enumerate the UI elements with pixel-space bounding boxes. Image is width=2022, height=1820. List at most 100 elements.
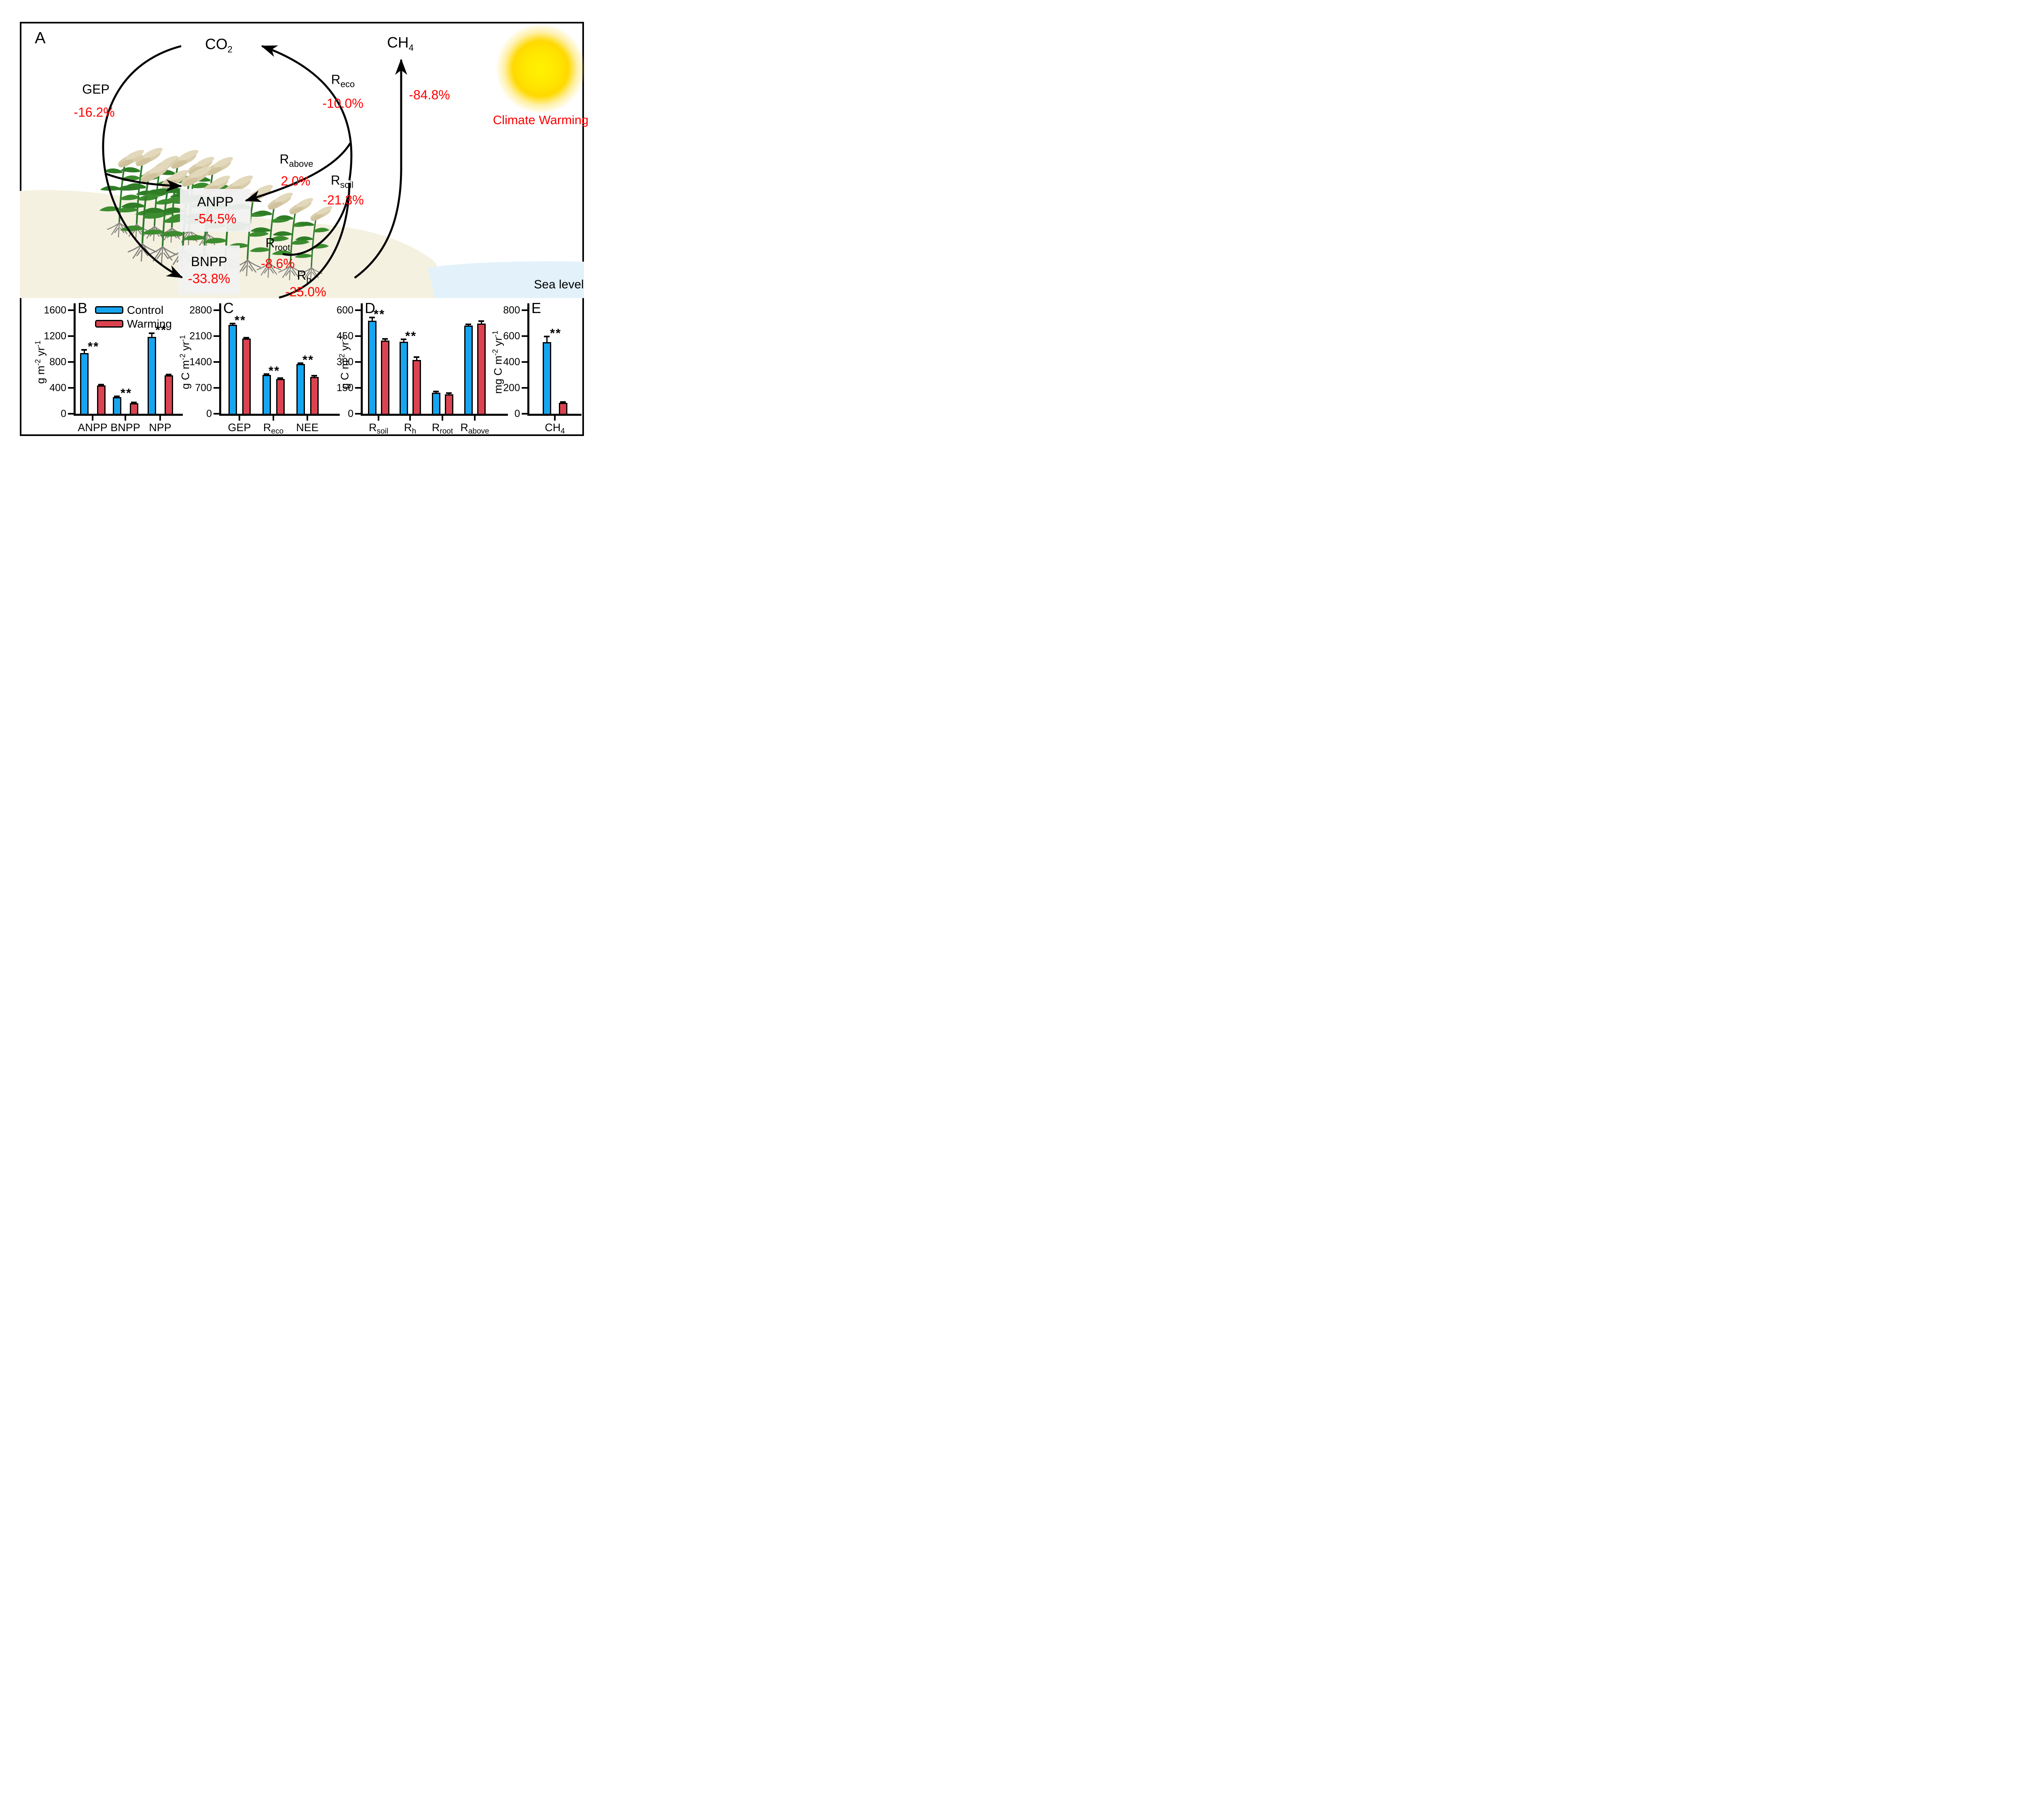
category-label-D-Rh: Rh <box>404 421 417 436</box>
error-bar-cap <box>401 338 406 340</box>
significance-B-NPP: ** <box>155 322 167 337</box>
gep-pct: -16.2% <box>74 105 115 120</box>
y-tick-label-C: 700 <box>195 382 212 394</box>
significance-B-ANPP: ** <box>88 339 99 354</box>
y-tick-C <box>214 387 219 389</box>
bar-warming-D-R <box>477 324 486 415</box>
x-tick-C <box>307 416 308 421</box>
y-tick-label-D: 0 <box>348 408 353 419</box>
error-bar-cap <box>298 362 303 364</box>
gep-arrow <box>102 45 183 279</box>
rabove-arrow <box>245 142 351 202</box>
bar-warming-E-CH <box>558 403 567 415</box>
category-label-B-NPP: NPP <box>149 421 171 434</box>
y-tick-label-B: 800 <box>49 356 66 368</box>
error-bar-cap <box>166 373 171 375</box>
y-tick-label-E: 600 <box>503 330 520 342</box>
x-tick-B <box>92 416 93 421</box>
legend-swatch-warming <box>95 320 123 328</box>
anpp-label: ANPP <box>197 194 234 209</box>
x-tick-C <box>239 416 240 421</box>
y-tick-E <box>522 387 527 389</box>
error-bar-cap <box>465 324 471 326</box>
legend-label-warming: Warming <box>127 317 172 330</box>
bnpp-label: BNPP <box>191 254 227 269</box>
bar-control-D-R <box>399 341 408 415</box>
error-bar-cap <box>98 384 104 386</box>
error-bar-stem <box>416 357 417 360</box>
x-tick-D <box>442 416 443 421</box>
error-bar-cap <box>230 323 235 325</box>
y-tick-B <box>68 335 74 337</box>
bnpp-pct: -33.8% <box>188 271 231 286</box>
bar-control-C-R <box>262 375 271 415</box>
bar-control-B-ANPP <box>80 353 89 415</box>
y-tick-B <box>68 309 74 311</box>
ch4-flux-pct: -84.8% <box>409 87 450 102</box>
y-axis-C <box>219 303 221 415</box>
rroot-pct: -8.6% <box>261 256 295 271</box>
sea-level-label: Sea level <box>534 278 584 291</box>
y-axis-D <box>361 303 363 415</box>
error-bar-stem <box>151 333 152 337</box>
rroot-label: Rroot <box>265 235 290 253</box>
bar-warming-B-NPP <box>164 375 173 415</box>
error-bar-cap <box>478 320 484 322</box>
category-label-E-CH4: CH4 <box>545 421 565 436</box>
x-tick-E <box>554 416 556 421</box>
bar-warming-C-GEP <box>242 339 251 415</box>
reco-arrow <box>261 45 353 181</box>
bar-control-B-BNPP <box>112 397 121 415</box>
bnpp-box: BNPP -33.8% <box>178 245 240 295</box>
category-label-B-BNPP: BNPP <box>110 421 140 434</box>
panel-letter-E: E <box>531 300 541 316</box>
x-tick-D <box>378 416 379 421</box>
climate-warming-label: Climate Warming <box>493 113 589 127</box>
category-label-D-Rroot: Rroot <box>431 421 453 436</box>
error-bar-stem <box>371 317 373 321</box>
rabove-pct: 2.0% <box>281 174 311 188</box>
ch4-label: CH4 <box>387 34 414 53</box>
rh-curve <box>279 182 351 299</box>
x-tick-B <box>159 416 161 421</box>
y-tick-C <box>214 361 219 363</box>
significance-C-GEP: ** <box>235 313 246 328</box>
bar-control-D-R <box>368 320 376 415</box>
bar-control-D-R <box>431 392 440 415</box>
significance-E-CH: ** <box>550 326 562 340</box>
category-label-C-Reco: Reco <box>263 421 284 436</box>
y-tick-label-E: 200 <box>503 382 520 394</box>
rsoil-label: Rsoil <box>330 173 354 190</box>
category-label-D-Rsoil: Rsoil <box>368 421 388 436</box>
y-tick-B <box>68 387 74 389</box>
y-tick-label-B: 400 <box>49 382 66 394</box>
co2-label: CO2 <box>205 36 233 55</box>
rh-label: Rh <box>297 268 311 285</box>
rh-pct: -25.0% <box>285 284 326 299</box>
rroot-curve <box>282 197 349 256</box>
rabove-label: Rabove <box>279 152 313 169</box>
bar-warming-C-NEE <box>310 377 319 415</box>
y-tick-C <box>214 335 219 337</box>
panel-letter-B: B <box>78 300 88 316</box>
figure-carbon-cycle: ANPP -54.5% BNPP -33.8% A CO2 CH4 GEP -1… <box>0 0 607 455</box>
gep-branch-arrow <box>106 173 182 192</box>
error-bar-cap <box>433 390 439 392</box>
x-axis-E <box>527 414 582 416</box>
y-axis-B <box>74 303 76 415</box>
y-tick-D <box>355 413 361 415</box>
y-tick-E <box>522 361 527 363</box>
error-bar-stem <box>403 339 404 342</box>
error-bar-cap <box>560 401 566 403</box>
anpp-pct: -54.5% <box>194 211 237 226</box>
y-tick-label-E: 0 <box>514 408 520 419</box>
y-tick-C <box>214 309 219 311</box>
error-bar-cap <box>414 356 419 358</box>
significance-D-R: ** <box>374 307 385 321</box>
y-tick-C <box>214 413 219 415</box>
error-bar-cap <box>114 396 120 398</box>
y-tick-E <box>522 335 527 337</box>
significance-C-R: ** <box>269 364 280 378</box>
x-tick-D <box>474 416 476 421</box>
error-bar-cap <box>369 316 375 318</box>
